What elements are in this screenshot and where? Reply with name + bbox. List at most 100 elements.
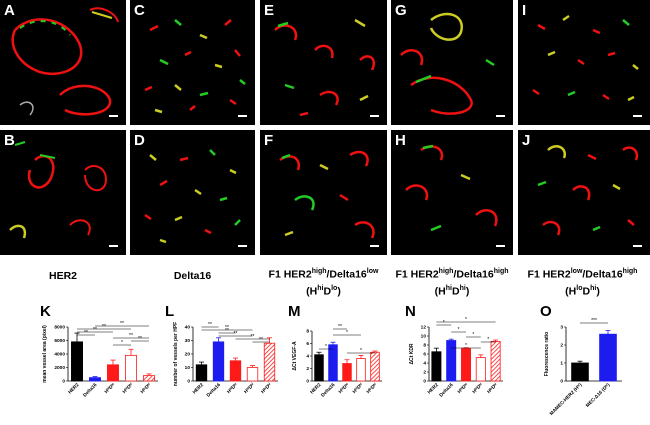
y-tick-label: 2 — [306, 366, 309, 372]
panel-label: H — [395, 132, 406, 149]
label-part: D — [323, 285, 332, 297]
x-tick-label: HER2 — [192, 382, 206, 396]
bar — [125, 354, 137, 382]
sig-label: *** — [591, 318, 597, 324]
y-tick-label: 0 — [187, 379, 190, 385]
panel-I: I — [518, 0, 650, 125]
micrograph-G — [400, 12, 495, 115]
bar — [107, 364, 119, 382]
x-tick-label: MAMEC-HER2 (Hʰⁱ) — [547, 380, 583, 416]
micrograph-C — [144, 19, 246, 114]
chart-label: N — [405, 303, 416, 320]
y-tick-label: 0 — [560, 379, 563, 385]
label-sup: hi — [590, 284, 597, 292]
sig-label: ** — [93, 327, 97, 333]
x-tick-label: Delta16 — [82, 382, 99, 399]
y-tick-label: 4000 — [54, 352, 65, 358]
y-tick-label: 2000 — [54, 365, 65, 371]
scale-bar — [238, 245, 247, 247]
chart-N-svg: 0 2 4 6 8 10 12 ΔCt KDR HER2 Delta16 HʰⁱDˡᵒ HʰⁱDʰⁱ H… — [409, 317, 503, 399]
scale-bar — [496, 115, 505, 117]
y-tick-label: 4 — [423, 361, 426, 367]
chart-O: O 0 1 2 3 Fluorescence ratio MAMEC-HER2 (Hʰⁱ)… — [540, 303, 640, 423]
label-part: (H — [565, 285, 577, 297]
chart-K: K 0 2000 4000 6000 8000 mean vessel area (pix… — [40, 303, 165, 423]
panel-label: G — [395, 2, 407, 19]
label-sup: low — [366, 268, 379, 275]
x-tick-label: Delta16 — [206, 382, 223, 399]
x-tick-label: Delta16 — [320, 382, 337, 399]
sig-label: * — [346, 330, 348, 336]
sig-label: * — [360, 348, 362, 354]
micrograph-J — [537, 145, 639, 236]
x-tick-label: HʰⁱDˡᵒ — [102, 381, 116, 395]
x-tick-label: HʰⁱDʰⁱ — [242, 381, 256, 395]
x-tick-label: HˡᵒDʰⁱ — [138, 381, 152, 395]
scale-bar — [633, 245, 642, 247]
panel-B: B — [0, 130, 126, 255]
label-part: D — [452, 285, 460, 297]
x-tick-label: HʰⁱDˡᵒ — [336, 381, 350, 395]
x-tick-label: HʰⁱDʰⁱ — [470, 381, 484, 395]
y-tick-label: 8000 — [54, 325, 65, 331]
y-tick-label: 6000 — [54, 338, 65, 344]
bar — [246, 367, 259, 382]
chart-N: N 0 2 4 6 8 10 12 ΔCt KDR HER2 Delta16 HʰⁱDˡᵒ HʰⁱDʰ… — [405, 303, 510, 423]
column-label-hlodhi: F1 HER2low/Delta16high (HloDhi) — [515, 265, 650, 298]
sig-label: ** — [208, 322, 212, 328]
x-tick-label: HˡᵒDʰⁱ — [485, 381, 499, 395]
bar — [370, 351, 380, 382]
x-tick-label: HʰⁱDʰⁱ — [120, 381, 134, 395]
micrograph-F — [279, 150, 375, 239]
bar — [342, 363, 352, 382]
panel-H: H — [391, 130, 513, 255]
label-sup: lo — [331, 284, 338, 292]
sig-label: ** — [225, 325, 229, 331]
x-tick-label: MEC-Δ16 (Dʰⁱ) — [583, 380, 611, 408]
panel-A: A — [0, 0, 126, 125]
label-sup: low — [570, 268, 583, 275]
scale-bar — [238, 115, 247, 117]
x-tick-label: HER2 — [309, 382, 323, 396]
chart-label: O — [540, 303, 552, 320]
column-label-delta16: Delta16 — [130, 270, 255, 283]
panel-label: I — [522, 2, 527, 19]
panel-E: E — [260, 0, 387, 125]
label-part: /Delta16 — [582, 268, 623, 281]
y-tick-label: 10 — [185, 365, 191, 371]
y-axis-label: ΔCt KDR — [409, 343, 415, 364]
label-sup: lo — [576, 284, 583, 292]
scale-bar — [370, 115, 379, 117]
label-part: (H — [434, 285, 446, 297]
micrograph-H — [405, 144, 498, 232]
sig-label: ** — [129, 333, 133, 339]
label-part: ) — [337, 285, 341, 297]
column-label-her2: HER2 — [0, 270, 126, 283]
sig-label: ** — [259, 337, 263, 343]
sig-label: * — [465, 343, 467, 349]
column-label-hhidhi: F1 HER2high/Delta16high (HhiDhi) — [387, 265, 517, 298]
chart-L-svg: 0 10 20 30 40 number of vessels per HPF HER2 De… — [173, 322, 278, 399]
x-tick-label: Delta16 — [438, 382, 455, 399]
y-tick-label: 0 — [62, 379, 65, 385]
bar — [356, 358, 366, 382]
x-tick-label: HˡᵒDʰⁱ — [259, 381, 273, 395]
y-tick-label: 30 — [185, 338, 191, 344]
bar — [475, 357, 486, 382]
scale-bar — [496, 245, 505, 247]
column-label-text: HER2 — [48, 270, 77, 282]
sig-label: ** — [225, 328, 229, 334]
panel-label: B — [4, 132, 15, 149]
panel-label: E — [264, 2, 275, 19]
sig-label: ** — [84, 330, 88, 336]
bar — [263, 342, 276, 382]
panel-label: C — [134, 2, 145, 19]
y-tick-label: 4 — [306, 354, 309, 360]
y-tick-label: 1 — [560, 361, 563, 367]
panel-J: J — [518, 130, 650, 255]
y-axis-label: mean vessel area (pixel) — [42, 325, 48, 383]
label-sup: high — [438, 268, 454, 275]
sig-label: * — [487, 337, 489, 343]
x-tick-label: HʰⁱDˡᵒ — [455, 381, 469, 395]
chart-O-svg: 0 1 2 3 Fluorescence ratio MAMEC-HER2 (Hʰⁱ) ME… — [544, 318, 622, 417]
